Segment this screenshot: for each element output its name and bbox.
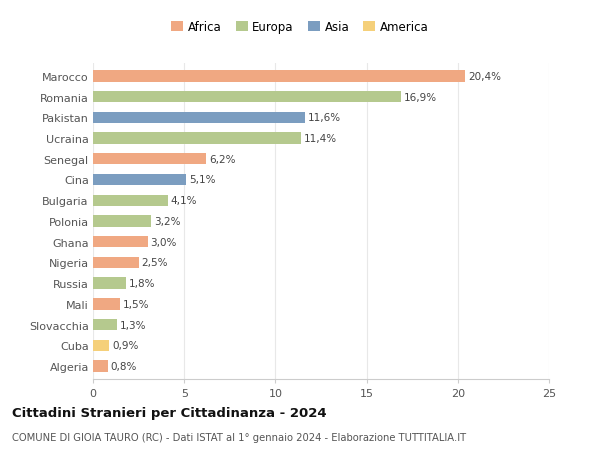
Bar [93,112,305,124]
Text: 1,5%: 1,5% [123,299,149,309]
Bar [93,319,117,330]
Bar [93,133,301,145]
Text: 6,2%: 6,2% [209,154,235,164]
Text: COMUNE DI GIOIA TAURO (RC) - Dati ISTAT al 1° gennaio 2024 - Elaborazione TUTTIT: COMUNE DI GIOIA TAURO (RC) - Dati ISTAT … [12,432,466,442]
Text: 3,2%: 3,2% [154,217,181,226]
Text: Cittadini Stranieri per Cittadinanza - 2024: Cittadini Stranieri per Cittadinanza - 2… [12,406,326,419]
Bar [93,216,151,227]
Text: 4,1%: 4,1% [170,196,197,206]
Text: 20,4%: 20,4% [468,72,501,82]
Text: 2,5%: 2,5% [142,258,168,268]
Text: 0,8%: 0,8% [110,361,137,371]
Bar [93,257,139,269]
Text: 5,1%: 5,1% [189,175,215,185]
Bar [93,92,401,103]
Bar [93,236,148,248]
Text: 1,8%: 1,8% [128,279,155,289]
Text: 3,0%: 3,0% [151,237,177,247]
Bar [93,298,121,310]
Bar [93,174,186,186]
Text: 11,4%: 11,4% [304,134,337,144]
Text: 0,9%: 0,9% [112,341,139,351]
Bar [93,361,107,372]
Legend: Africa, Europa, Asia, America: Africa, Europa, Asia, America [168,17,432,37]
Bar [93,154,206,165]
Bar [93,278,126,289]
Text: 16,9%: 16,9% [404,92,437,102]
Bar [93,71,465,82]
Bar [93,340,109,351]
Text: 11,6%: 11,6% [307,113,340,123]
Bar [93,195,168,207]
Text: 1,3%: 1,3% [119,320,146,330]
